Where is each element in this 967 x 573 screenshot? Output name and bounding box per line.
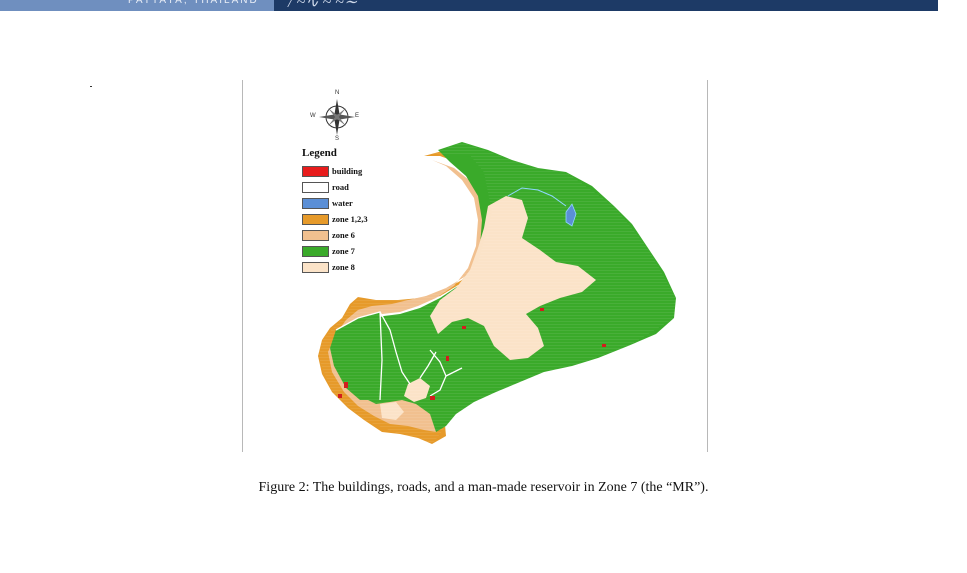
legend-item: zone 8 — [302, 259, 368, 275]
legend-swatch — [302, 261, 329, 273]
figure-caption: Figure 2: The buildings, roads, and a ma… — [258, 480, 709, 495]
legend-label: zone 1,2,3 — [332, 214, 368, 224]
legend-swatch — [302, 213, 329, 225]
compass-rose: N S E W — [310, 90, 364, 144]
legend-label: zone 6 — [332, 230, 355, 240]
banner-left-panel: PATTAYA, THAILAND — [0, 0, 274, 11]
map-frame-right-line — [707, 80, 708, 452]
legend-swatch — [302, 245, 329, 257]
stream — [507, 187, 567, 207]
legend-item: zone 1,2,3 — [302, 211, 368, 227]
header-banner: PATTAYA, THAILAND / ~∿ ~ ~∼ — [0, 0, 938, 11]
compass-south-label: S — [335, 136, 340, 142]
banner-signature-logo: / ~∿ ~ ~∼ — [288, 0, 358, 11]
legend-label: building — [332, 166, 363, 176]
legend-item: zone 6 — [302, 227, 368, 243]
map-frame-left-line — [242, 80, 243, 452]
legend-swatch — [302, 181, 329, 193]
legend-label: zone 8 — [332, 262, 355, 272]
legend-swatch — [302, 229, 329, 241]
legend-item: building — [302, 163, 368, 179]
stray-mark — [90, 86, 92, 87]
zone-6-area — [328, 160, 488, 432]
road-network — [335, 311, 463, 401]
legend-item: road — [302, 179, 368, 195]
legend-swatch — [302, 165, 329, 177]
legend-label: road — [332, 182, 349, 192]
compass-west-label: W — [310, 113, 316, 119]
banner-location-text: PATTAYA, THAILAND — [128, 0, 259, 6]
legend-swatch — [302, 197, 329, 209]
legend-label: water — [332, 198, 353, 208]
compass-east-label: E — [355, 113, 360, 119]
map-hatching — [318, 142, 676, 444]
legend-item: zone 7 — [302, 243, 368, 259]
map-legend: Legend building road water zone 1,2,3 zone 6… — [302, 147, 368, 275]
buildings — [338, 308, 606, 400]
map-figure — [242, 80, 708, 452]
compass-north-label: N — [335, 90, 340, 96]
compass-icon — [319, 99, 355, 135]
man-made-reservoir — [565, 203, 577, 227]
legend-label: zone 7 — [332, 246, 355, 256]
legend-item: water — [302, 195, 368, 211]
legend-items: building road water zone 1,2,3 zone 6 zone 7 z… — [302, 163, 368, 275]
legend-title: Legend — [302, 147, 337, 159]
